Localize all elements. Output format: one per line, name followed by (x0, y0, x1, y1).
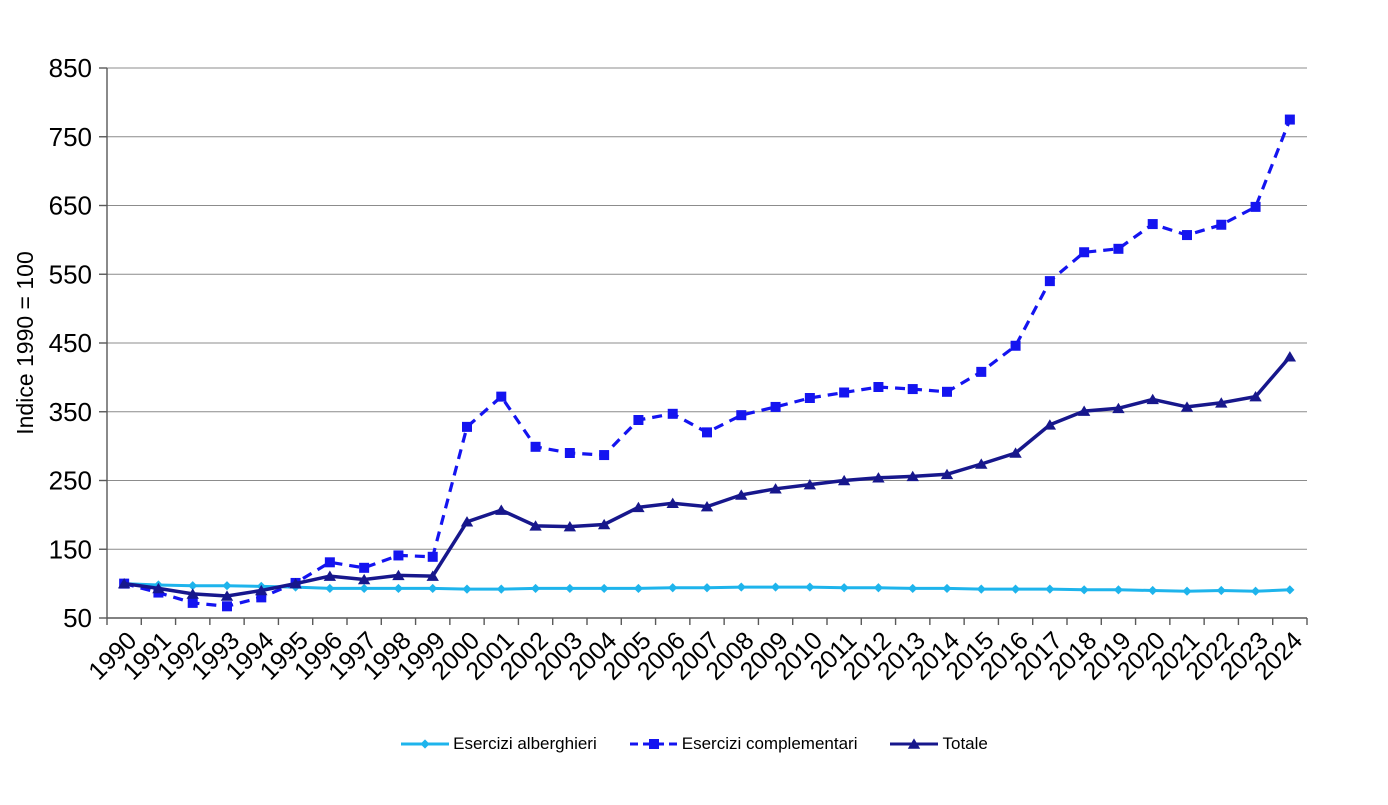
legend-label-esercizi-complementari: Esercizi complementari (681, 734, 858, 753)
line-chart-svg: 8507506505504503502501505019901991199219… (49, 53, 1309, 686)
legend-swatch-triangle-icon (890, 738, 939, 749)
legend-item-totale: Totale (889, 734, 988, 754)
svg-text:650: 650 (49, 191, 92, 221)
svg-text:50: 50 (63, 603, 92, 633)
legend-label-esercizi-alberghieri: Esercizi alberghieri (453, 734, 597, 753)
svg-text:850: 850 (49, 53, 92, 83)
svg-text:150: 150 (49, 534, 92, 564)
legend-swatch-square-icon (629, 739, 678, 749)
legend-item-esercizi-alberghieri: Esercizi alberghieri (400, 734, 597, 754)
legend-item-esercizi-complementari: Esercizi complementari (629, 734, 858, 754)
legend: Esercizi alberghieri Esercizi complement… (0, 734, 1388, 754)
svg-text:750: 750 (49, 122, 92, 152)
svg-text:550: 550 (49, 259, 92, 289)
svg-text:450: 450 (49, 328, 92, 358)
legend-swatch-diamond-icon (401, 739, 450, 749)
legend-label-totale: Totale (942, 734, 988, 753)
svg-text:350: 350 (49, 397, 92, 427)
svg-text:250: 250 (49, 466, 92, 496)
